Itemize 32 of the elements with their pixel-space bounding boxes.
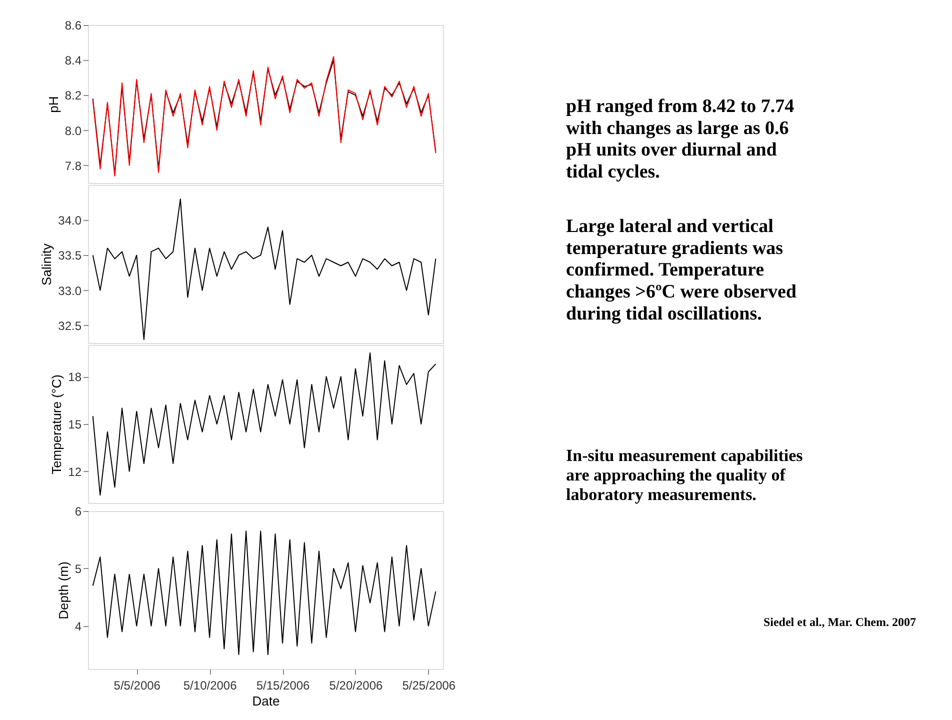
y-tick-label: 32.5 xyxy=(58,318,82,333)
x-axis-title: Date xyxy=(252,694,280,708)
y-tick-label: 8.6 xyxy=(64,18,82,32)
line-series xyxy=(92,198,436,340)
y-tick-label: 18 xyxy=(68,370,82,384)
y-axis-title: Depth (m) xyxy=(56,562,71,620)
line-series xyxy=(92,352,436,496)
y-axis-title: Temperature (°C) xyxy=(49,374,64,474)
y-tick-label: 33.5 xyxy=(58,248,82,263)
y-tick-label: 7.8 xyxy=(64,158,82,173)
y-tick-label: 5 xyxy=(74,562,82,576)
y-tick-label: 4 xyxy=(74,619,82,634)
x-tick-label: 5/25/2006 xyxy=(402,678,456,692)
y-axis-title: pH xyxy=(46,96,61,113)
y-tick-label: 34.0 xyxy=(58,214,82,228)
x-tick-label: 5/10/2006 xyxy=(183,678,238,692)
y-tick-label: 12 xyxy=(68,464,82,479)
y-tick-label: 8.4 xyxy=(64,54,82,68)
x-tick-label: 5/15/2006 xyxy=(256,678,310,692)
y-tick-label: 8.0 xyxy=(64,124,82,138)
y-tick-label: 33.0 xyxy=(58,284,82,298)
line-series xyxy=(92,530,436,656)
y-tick-label: 15 xyxy=(68,418,82,432)
x-tick-label: 5/20/2006 xyxy=(329,678,383,692)
text: In-situ measurement capabilities are approaching the quality of laboratory measurements. xyxy=(566,446,804,504)
text: Large lateral and vertical temperature gradients was confirmed. Temperature changes >6ºC were observed during tidal oscillations. xyxy=(566,216,797,324)
text: pH ranged from 8.42 to 7.74 with changes as large as 0.6 pH units over diurnal and tidal cycles. xyxy=(566,96,795,183)
y-tick-label: 8.2 xyxy=(64,88,82,103)
text: Siedel et al., Mar. Chem. 2007 xyxy=(763,615,916,629)
y-axis-title: Salinity xyxy=(39,243,54,286)
x-tick-label: 5/5/2006 xyxy=(114,678,161,692)
y-tick-label: 6 xyxy=(74,504,82,518)
